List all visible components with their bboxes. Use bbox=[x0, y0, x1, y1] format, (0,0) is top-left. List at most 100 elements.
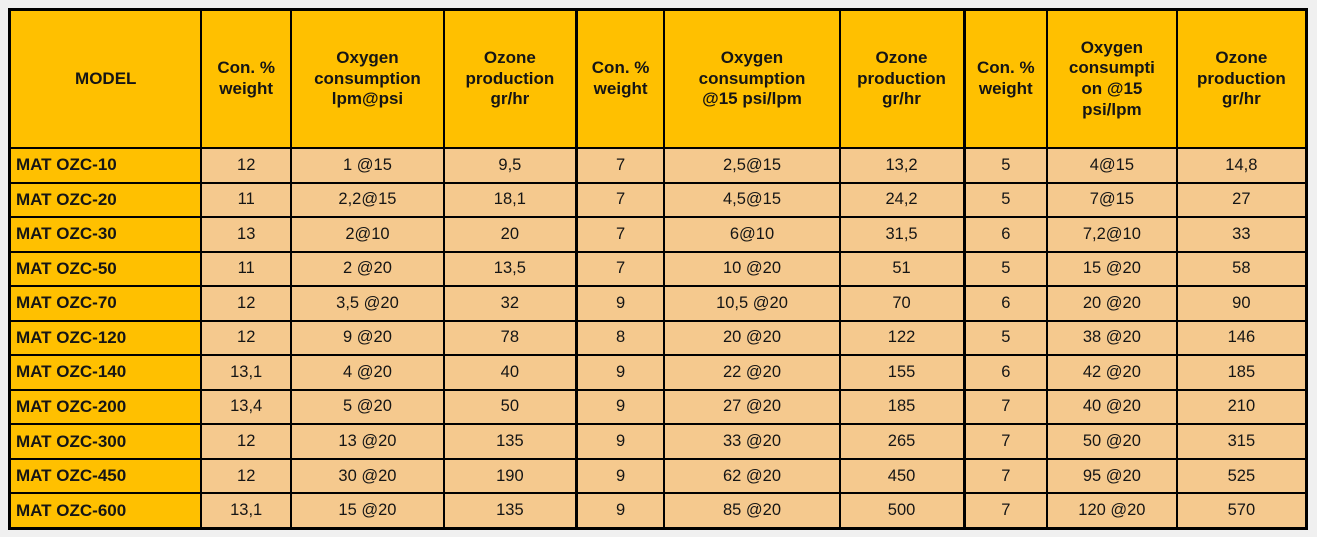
value-cell: 7 bbox=[574, 216, 666, 253]
value-cell: 3,5 @20 bbox=[289, 285, 445, 322]
table-header: MODEL Con. % weight Oxygen consumption l… bbox=[8, 8, 1308, 149]
value-cell: 32 bbox=[442, 285, 578, 322]
value-cell: 500 bbox=[838, 492, 966, 530]
column-header-ozone-production-3: Ozone production gr/hr bbox=[1175, 8, 1308, 149]
value-cell: 7 bbox=[962, 457, 1049, 495]
value-cell: 9 bbox=[574, 354, 666, 391]
value-cell: 27 bbox=[1175, 181, 1308, 219]
value-cell: 12 bbox=[200, 285, 292, 322]
value-cell: 2,2@15 bbox=[289, 181, 445, 219]
value-cell: 6@10 bbox=[663, 216, 841, 253]
value-cell: 7@15 bbox=[1046, 181, 1178, 219]
value-cell: 10,5 @20 bbox=[663, 285, 841, 322]
value-cell: 4,5@15 bbox=[663, 181, 841, 219]
value-cell: 12 bbox=[200, 423, 292, 460]
column-header-con-weight-1: Con. % weight bbox=[200, 8, 292, 149]
value-cell: 5 @20 bbox=[289, 388, 445, 426]
value-cell: 13,2 bbox=[838, 147, 966, 184]
value-cell: 7 bbox=[962, 492, 1049, 530]
value-cell: 27 @20 bbox=[663, 388, 841, 426]
value-cell: 7 bbox=[962, 423, 1049, 460]
value-cell: 5 bbox=[962, 319, 1049, 357]
value-cell: 5 bbox=[962, 250, 1049, 288]
value-cell: 51 bbox=[838, 250, 966, 288]
value-cell: 18,1 bbox=[442, 181, 578, 219]
value-cell: 33 bbox=[1175, 216, 1308, 253]
value-cell: 20 @20 bbox=[1046, 285, 1178, 322]
value-cell: 24,2 bbox=[838, 181, 966, 219]
column-header-ozone-production-1: Ozone production gr/hr bbox=[442, 8, 578, 149]
value-cell: 7 bbox=[962, 388, 1049, 426]
value-cell: 11 bbox=[200, 250, 292, 288]
value-cell: 450 bbox=[838, 457, 966, 495]
value-cell: 9 bbox=[574, 423, 666, 460]
value-cell: 13,1 bbox=[200, 354, 292, 391]
spec-table: MODEL Con. % weight Oxygen consumption l… bbox=[8, 8, 1308, 530]
column-header-con-weight-3: Con. % weight bbox=[962, 8, 1049, 149]
value-cell: 146 bbox=[1175, 319, 1308, 357]
table-row: MAT OZC-120 12 9 @20 78 8 20 @20 122 5 38 @20 146 bbox=[8, 319, 1308, 357]
value-cell: 85 @20 bbox=[663, 492, 841, 530]
value-cell: 135 bbox=[442, 492, 578, 530]
value-cell: 8 bbox=[574, 319, 666, 357]
table-row: MAT OZC-300 12 13 @20 135 9 33 @20 265 7 50 @20 3… bbox=[8, 423, 1308, 460]
value-cell: 190 bbox=[442, 457, 578, 495]
table-row: MAT OZC-70 12 3,5 @20 32 9 10,5 @20 70 6 20 @20 9… bbox=[8, 285, 1308, 322]
value-cell: 120 @20 bbox=[1046, 492, 1178, 530]
value-cell: 20 bbox=[442, 216, 578, 253]
table-row: MAT OZC-50 11 2 @20 13,5 7 10 @20 51 5 15 @20 58 bbox=[8, 250, 1308, 288]
value-cell: 40 bbox=[442, 354, 578, 391]
value-cell: 42 @20 bbox=[1046, 354, 1178, 391]
value-cell: 570 bbox=[1175, 492, 1308, 530]
value-cell: 122 bbox=[838, 319, 966, 357]
model-cell: MAT OZC-600 bbox=[8, 492, 203, 530]
model-cell: MAT OZC-140 bbox=[8, 354, 203, 391]
value-cell: 30 @20 bbox=[289, 457, 445, 495]
column-header-oxygen-consumption-3: Oxygen consumpti on @15 psi/lpm bbox=[1046, 8, 1178, 149]
value-cell: 13 @20 bbox=[289, 423, 445, 460]
value-cell: 9 bbox=[574, 285, 666, 322]
value-cell: 70 bbox=[838, 285, 966, 322]
value-cell: 13 bbox=[200, 216, 292, 253]
table-row: MAT OZC-450 12 30 @20 190 9 62 @20 450 7 95 @20 5… bbox=[8, 457, 1308, 495]
value-cell: 9 bbox=[574, 457, 666, 495]
column-header-con-weight-2: Con. % weight bbox=[574, 8, 666, 149]
value-cell: 265 bbox=[838, 423, 966, 460]
value-cell: 62 @20 bbox=[663, 457, 841, 495]
value-cell: 210 bbox=[1175, 388, 1308, 426]
value-cell: 22 @20 bbox=[663, 354, 841, 391]
model-cell: MAT OZC-10 bbox=[8, 147, 203, 184]
value-cell: 155 bbox=[838, 354, 966, 391]
header-row: MODEL Con. % weight Oxygen consumption l… bbox=[8, 8, 1308, 149]
table-row: MAT OZC-200 13,4 5 @20 50 9 27 @20 185 7 40 @20 2… bbox=[8, 388, 1308, 426]
value-cell: 2@10 bbox=[289, 216, 445, 253]
value-cell: 2 @20 bbox=[289, 250, 445, 288]
value-cell: 31,5 bbox=[838, 216, 966, 253]
value-cell: 525 bbox=[1175, 457, 1308, 495]
column-header-ozone-production-2: Ozone production gr/hr bbox=[838, 8, 966, 149]
value-cell: 315 bbox=[1175, 423, 1308, 460]
value-cell: 50 @20 bbox=[1046, 423, 1178, 460]
value-cell: 13,1 bbox=[200, 492, 292, 530]
value-cell: 9 @20 bbox=[289, 319, 445, 357]
value-cell: 11 bbox=[200, 181, 292, 219]
value-cell: 12 bbox=[200, 319, 292, 357]
model-cell: MAT OZC-70 bbox=[8, 285, 203, 322]
value-cell: 12 bbox=[200, 147, 292, 184]
value-cell: 135 bbox=[442, 423, 578, 460]
value-cell: 1 @15 bbox=[289, 147, 445, 184]
value-cell: 20 @20 bbox=[663, 319, 841, 357]
column-header-oxygen-consumption-1: Oxygen consumption lpm@psi bbox=[289, 8, 445, 149]
value-cell: 15 @20 bbox=[289, 492, 445, 530]
value-cell: 5 bbox=[962, 181, 1049, 219]
model-cell: MAT OZC-50 bbox=[8, 250, 203, 288]
model-cell: MAT OZC-450 bbox=[8, 457, 203, 495]
table-row: MAT OZC-30 13 2@10 20 7 6@10 31,5 6 7,2@10 33 bbox=[8, 216, 1308, 253]
model-cell: MAT OZC-120 bbox=[8, 319, 203, 357]
model-cell: MAT OZC-20 bbox=[8, 181, 203, 219]
value-cell: 185 bbox=[838, 388, 966, 426]
value-cell: 7 bbox=[574, 181, 666, 219]
value-cell: 7 bbox=[574, 147, 666, 184]
value-cell: 4@15 bbox=[1046, 147, 1178, 184]
